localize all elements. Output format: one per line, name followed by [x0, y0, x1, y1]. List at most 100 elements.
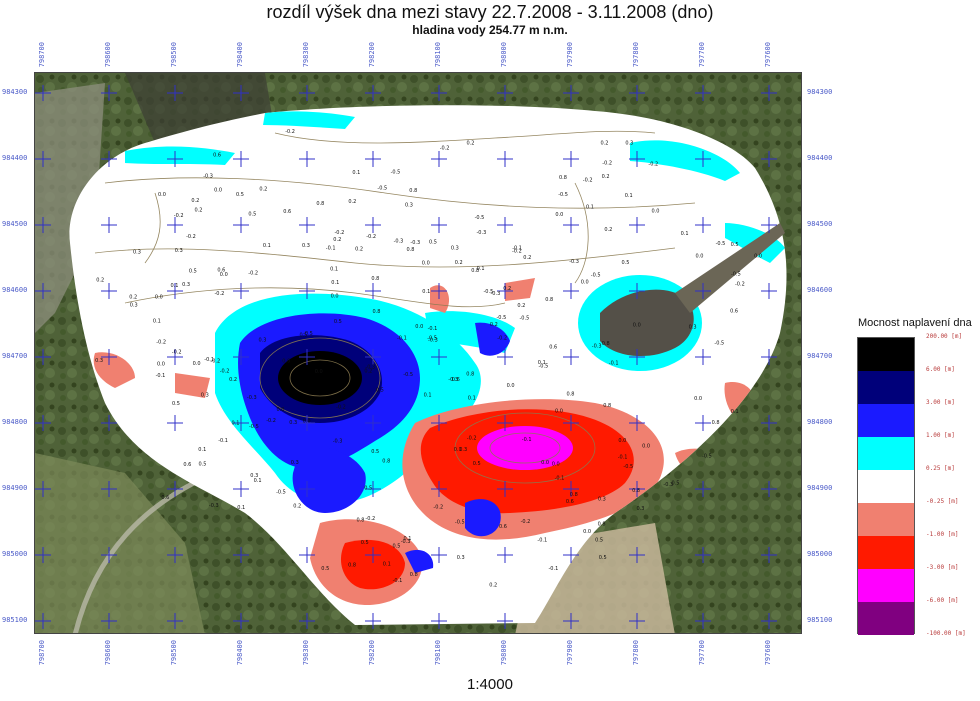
- spot-value: 0.1: [232, 421, 240, 427]
- spot-value: 0.5: [429, 240, 437, 246]
- spot-value: -0.3: [477, 230, 487, 236]
- spot-value: 0.5: [361, 540, 369, 546]
- y-coord-label-right: 984400: [807, 154, 833, 162]
- grid-cross: [101, 283, 117, 299]
- island: [600, 289, 694, 357]
- spot-value: -0.5: [475, 215, 485, 221]
- spot-value: 0.3: [302, 243, 310, 249]
- x-coord-label-top: 797800: [632, 42, 640, 68]
- spot-value: -0.2: [174, 213, 184, 219]
- spot-value: 0.3: [637, 506, 645, 512]
- legend-label: 200.00 [m]: [926, 333, 963, 340]
- spot-value: 0.5: [199, 461, 207, 467]
- legend-swatch: [858, 338, 914, 371]
- spot-value: 0.0: [552, 461, 560, 467]
- spot-value: -0.2: [156, 339, 166, 345]
- spot-value: 0.2: [467, 140, 475, 146]
- spot-value: 0.1: [422, 289, 430, 295]
- spot-value: -0.3: [209, 503, 219, 509]
- legend-swatch: [858, 602, 914, 635]
- grid-cross: [695, 85, 711, 101]
- grid-cross: [431, 613, 447, 629]
- spot-value: -0.5: [702, 454, 712, 460]
- spot-value: -0.3: [333, 438, 343, 444]
- grid-cross: [299, 613, 315, 629]
- spot-value: 0.2: [348, 199, 356, 205]
- spot-value: -0.2: [266, 418, 276, 424]
- spot-value: -0.3: [203, 174, 213, 180]
- spot-value: 0.3: [175, 248, 183, 254]
- legend-label: 6.00 [m]: [926, 366, 955, 373]
- spot-value: 0.0: [214, 188, 222, 194]
- spot-value: 0.3: [95, 358, 103, 364]
- grid-cross: [365, 349, 381, 365]
- x-coord-label-top: 797900: [566, 42, 574, 68]
- grid-cross: [233, 613, 249, 629]
- map-canvas[interactable]: 0.10.30.20.00.50.30.6-0.10.50.6-0.30.80.…: [35, 73, 802, 634]
- spot-value: 0.1: [454, 447, 462, 453]
- spot-value: 0.0: [555, 212, 563, 218]
- legend-title: Mocnost naplavení dna: [858, 317, 972, 329]
- spot-value: 0.3: [598, 497, 606, 503]
- spot-value: 0.6: [566, 499, 574, 505]
- spot-value: -0.1: [512, 246, 522, 252]
- spot-value: 0.2: [195, 208, 203, 214]
- grid-cross: [431, 349, 447, 365]
- y-coord-label-right: 985100: [807, 616, 833, 624]
- spot-value: -0.1: [555, 476, 565, 482]
- spot-value: 0.0: [555, 409, 563, 415]
- grid-cross: [299, 349, 315, 365]
- spot-value: 0.0: [277, 407, 285, 413]
- spot-value: 0.1: [198, 447, 206, 453]
- spot-value: -0.5: [377, 186, 387, 192]
- spot-value: 0.0: [331, 294, 339, 300]
- spot-value: 0.3: [182, 282, 190, 288]
- grid-cross: [563, 85, 579, 101]
- spot-value: -0.3: [410, 240, 420, 246]
- y-coord-label-left: 984700: [2, 352, 28, 360]
- legend-swatch: [858, 437, 914, 470]
- spot-value: 0.1: [153, 319, 161, 325]
- grid-cross: [233, 85, 249, 101]
- spot-value: 0.8: [603, 403, 611, 409]
- spot-value: 0.8: [373, 309, 381, 315]
- grid-cross: [563, 481, 579, 497]
- grid-cross: [299, 283, 315, 299]
- spot-value: -0.2: [335, 230, 345, 236]
- grid-cross: [365, 613, 381, 629]
- spot-value: 0.3: [130, 302, 138, 308]
- grid-cross: [299, 151, 315, 167]
- spot-value: 0.2: [333, 237, 341, 243]
- y-coord-label-right: 985000: [807, 550, 833, 558]
- spot-value: 0.0: [642, 444, 650, 450]
- spot-value: -0.2: [433, 504, 443, 510]
- grid-cross: [101, 481, 117, 497]
- spot-value: 0.5: [189, 269, 197, 275]
- map-frame[interactable]: 0.1 0.3 0.2 0.0 0.5 0.3 0.6 -0.1 0.5 0.6 -0.3 0.8 0.…: [34, 72, 802, 634]
- spot-value: 0.5: [731, 242, 739, 248]
- spot-value: 0.2: [229, 377, 237, 383]
- spot-value: -0.1: [428, 326, 438, 332]
- spot-value: -0.3: [663, 482, 673, 488]
- spot-value: -0.2: [467, 436, 477, 442]
- y-coord-label-left: 984600: [2, 286, 28, 294]
- spot-value: 0.2: [601, 141, 609, 147]
- spot-value: 0.2: [129, 294, 137, 300]
- spot-value: 0.1: [237, 505, 245, 511]
- spot-value: 0.2: [604, 227, 612, 233]
- spot-value: 0.2: [489, 582, 497, 588]
- grid-cross: [629, 85, 645, 101]
- spot-value: 0.2: [523, 255, 531, 261]
- grid-cross: [299, 217, 315, 233]
- spot-value: 0.1: [468, 396, 476, 402]
- spot-value: -0.2: [172, 350, 182, 356]
- y-coord-label-left: 984800: [2, 418, 28, 426]
- grid-cross: [629, 613, 645, 629]
- grid-cross: [563, 613, 579, 629]
- spot-value: 0.2: [293, 504, 301, 510]
- grid-cross: [365, 283, 381, 299]
- y-coord-label-right: 984900: [807, 484, 833, 492]
- spot-value: 0.5: [236, 192, 244, 198]
- spot-value: 0.3: [457, 555, 465, 561]
- grid-cross: [497, 415, 513, 431]
